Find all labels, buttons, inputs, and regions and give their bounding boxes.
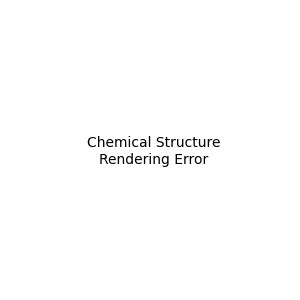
Text: Chemical Structure
Rendering Error: Chemical Structure Rendering Error — [87, 136, 220, 166]
